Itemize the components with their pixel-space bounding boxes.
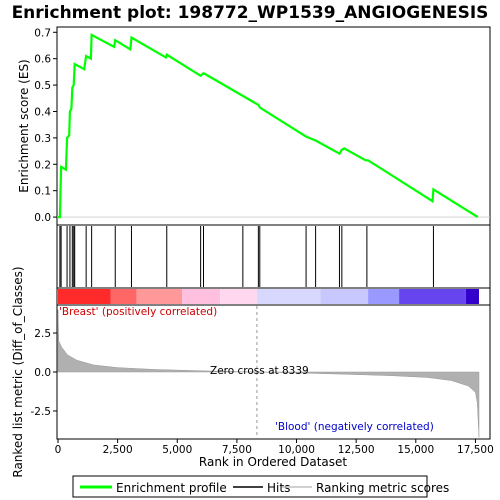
es-y-tick-label: 0.5: [34, 80, 51, 92]
metric-y-axis: -2.5 0.0 2.5: [31, 328, 58, 418]
es-y-tick-label: 0.1: [34, 186, 51, 198]
es-y-tick-label: 0.4: [34, 106, 51, 118]
es-y-tick-label: 0.6: [34, 54, 51, 66]
x-tick-label: 5,000: [162, 444, 192, 456]
hits-panel-frame: [57, 225, 490, 288]
legend-hits-label: Hits: [267, 481, 290, 495]
es-y-tick-label: 0.0: [34, 212, 51, 224]
positive-correlation-label: 'Breast' (positively correlated): [59, 306, 217, 318]
heatmap-segment: [110, 289, 136, 304]
x-tick-label: 15,000: [397, 444, 434, 456]
metric-y-label: Ranked list metric (Diff_of_Classes): [11, 266, 25, 477]
es-y-label: Enrichment score (ES): [17, 59, 31, 192]
heatmap-segment: [368, 289, 399, 304]
metric-y-tick-label: 0.0: [34, 367, 51, 379]
es-y-tick-label: 0.3: [34, 133, 51, 145]
heatmap-segment: [137, 289, 182, 304]
rank-heatmap: [58, 289, 479, 304]
x-tick-label: 2,500: [103, 444, 133, 456]
heatmap-segment: [466, 289, 479, 304]
x-axis: 0 2,500 5,000 7,500 10,000 12,500 15,000 17,500: [55, 439, 494, 456]
es-y-tick-label: 0.7: [34, 27, 51, 39]
legend-enrichment-label: Enrichment profile: [116, 481, 227, 495]
x-tick-label: 0: [55, 444, 62, 456]
x-tick-label: 17,500: [457, 444, 494, 456]
x-axis-label: Rank in Ordered Dataset: [199, 455, 347, 469]
metric-y-tick-label: -2.5: [31, 406, 52, 418]
heatmap-segment: [399, 289, 466, 304]
heatmap-segment: [220, 289, 257, 304]
heatmap-segment: [257, 289, 320, 304]
negative-correlation-label: 'Blood' (negatively correlated): [275, 421, 434, 433]
heatmap-segment: [182, 289, 220, 304]
legend-metric-label: Ranking metric scores: [316, 481, 449, 495]
chart-title: Enrichment plot: 198772_WP1539_ANGIOGENE…: [12, 3, 489, 23]
heatmap-segment: [320, 289, 368, 304]
zero-cross-label: Zero cross at 8339: [210, 365, 309, 377]
heatmap-segment: [58, 289, 110, 304]
es-y-tick-label: 0.2: [34, 159, 51, 171]
metric-y-tick-label: 2.5: [34, 328, 51, 340]
